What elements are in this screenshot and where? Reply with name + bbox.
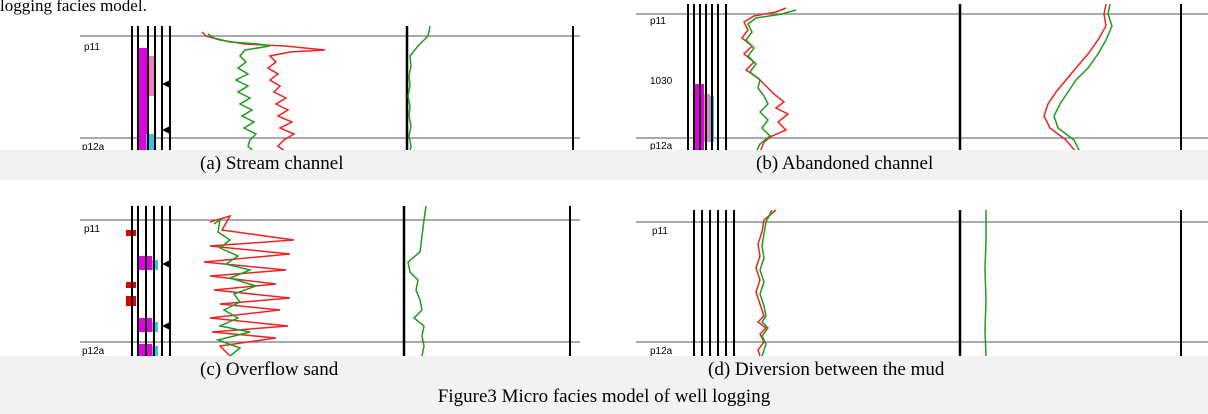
- green-log-curve-right: [407, 205, 427, 357]
- figure-caption: Figure3 Micro facies model of well loggi…: [437, 386, 771, 407]
- track-lines: [693, 210, 735, 356]
- bottom-marker-label: p12a: [650, 141, 673, 152]
- panel-c-log: p11 p12a: [80, 205, 580, 357]
- top-marker-label: p11: [84, 42, 100, 53]
- red-log-curve-right: [1043, 3, 1107, 153]
- bottom-marker-label: p12a: [82, 346, 105, 357]
- panel-b-log: p11 1030 p12a: [636, 3, 1208, 153]
- top-marker-label: p11: [650, 16, 666, 27]
- caption-band-row2: (c) Overflow sand (d) Diversion between …: [0, 356, 1208, 386]
- lead-text: logging facies model.: [0, 0, 147, 15]
- bottom-marker-label: p12a: [82, 142, 105, 153]
- green-log-curve: [207, 33, 271, 153]
- green-log-curve-right: [407, 25, 431, 153]
- panel-a-log: p11 p12a: [80, 25, 580, 153]
- green-log-curve-right: [1053, 3, 1113, 153]
- red-log-curve: [755, 209, 777, 357]
- track-lines: [687, 4, 727, 152]
- red-log-curve: [203, 214, 295, 357]
- top-marker-label: p11: [652, 226, 668, 237]
- green-log-curve: [759, 209, 773, 357]
- track-lines: [131, 26, 171, 152]
- depth-label: 1030: [650, 76, 673, 87]
- green-log-curve-right: [984, 210, 987, 357]
- panel-d-log: p11 p12a: [636, 209, 1208, 357]
- green-log-curve: [745, 9, 797, 153]
- top-marker-label: p11: [84, 224, 100, 235]
- caption-c: (c) Overflow sand: [200, 359, 339, 380]
- caption-band-row1: (a) Stream channel (b) Abandoned channel: [0, 150, 1208, 180]
- green-log-curve: [213, 218, 259, 357]
- figure-caption-band: [0, 384, 1208, 414]
- bottom-marker-label: p12a: [650, 346, 673, 357]
- caption-b: (b) Abandoned channel: [756, 153, 934, 174]
- caption-d: (d) Diversion between the mud: [708, 359, 945, 380]
- track-lines: [131, 206, 171, 356]
- caption-a: (a) Stream channel: [200, 153, 344, 174]
- lithology-column: [138, 48, 170, 152]
- red-log-curve: [201, 31, 326, 153]
